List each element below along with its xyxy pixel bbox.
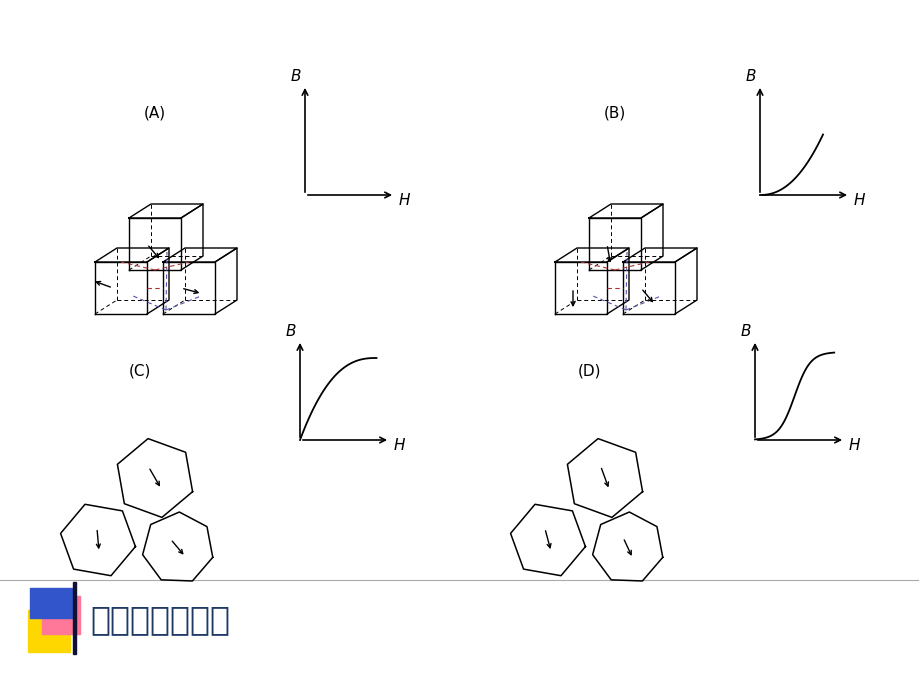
Text: B: B <box>745 69 755 84</box>
Text: H: H <box>848 438 859 453</box>
Text: (A): (A) <box>143 106 166 121</box>
Text: H: H <box>399 193 410 208</box>
Bar <box>30 588 74 618</box>
Text: B: B <box>290 69 301 84</box>
Text: H: H <box>853 193 865 208</box>
Text: 磁性材料介绍：: 磁性材料介绍： <box>90 604 230 636</box>
Bar <box>42 596 80 634</box>
Bar <box>73 582 76 654</box>
Bar <box>28 610 70 652</box>
Text: B: B <box>286 324 296 339</box>
Text: H: H <box>393 438 405 453</box>
Text: (B): (B) <box>603 106 626 121</box>
Text: (C): (C) <box>129 363 151 378</box>
Text: B: B <box>740 324 751 339</box>
Text: (D): (D) <box>578 363 601 378</box>
